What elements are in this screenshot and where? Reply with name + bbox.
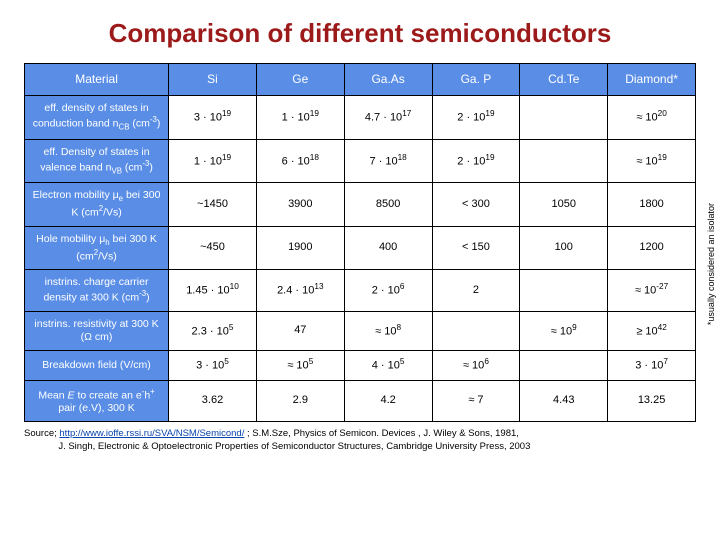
table-cell: 4 · 105	[344, 351, 432, 380]
table-cell: 3.62	[169, 380, 257, 422]
table-cell: 400	[344, 226, 432, 270]
table-cell: ≈ 105	[256, 351, 344, 380]
table-cell: 8500	[344, 183, 432, 227]
table-cell: 1.45 · 1010	[169, 270, 257, 312]
table-cell: ≥ 1042	[608, 312, 696, 351]
col-header-material: Material	[25, 64, 169, 96]
table-cell: ~1450	[169, 183, 257, 227]
row-header: eff. Density of states in valence band n…	[25, 139, 169, 183]
col-header: Diamond*	[608, 64, 696, 96]
table-cell: ≈ 109	[520, 312, 608, 351]
source-prefix: Source;	[24, 428, 59, 439]
table-cell: 2.3 · 105	[169, 312, 257, 351]
table-cell: 47	[256, 312, 344, 351]
row-header: Electron mobility μe bei 300 K (cm2/Vs)	[25, 183, 169, 227]
table-cell: 100	[520, 226, 608, 270]
row-header: instrins. resistivity at 300 K (Ω cm)	[25, 312, 169, 351]
col-header: Cd.Te	[520, 64, 608, 96]
table-cell: 2 · 1019	[432, 96, 520, 140]
table-cell: ≈ 1020	[608, 96, 696, 140]
table-cell: 1050	[520, 183, 608, 227]
col-header: Ga. P	[432, 64, 520, 96]
slide: Comparison of different semiconductors M…	[0, 0, 720, 540]
table-cell: 13.25	[608, 380, 696, 422]
table-cell: 1 · 1019	[256, 96, 344, 140]
semiconductor-table: MaterialSiGeGa.AsGa. PCd.TeDiamond* eff.…	[24, 63, 696, 422]
table-cell: 4.2	[344, 380, 432, 422]
table-cell: ≈ 10-27	[608, 270, 696, 312]
table-row: Mean E to create an e-h+ pair (e.V), 300…	[25, 380, 696, 422]
table-cell	[520, 270, 608, 312]
table-body: eff. density of states in conduction ban…	[25, 96, 696, 422]
source-text-2: J. Singh, Electronic & Optoelectronic Pr…	[58, 441, 530, 452]
table-cell: 2.9	[256, 380, 344, 422]
page-title: Comparison of different semiconductors	[24, 18, 696, 49]
table-cell: 3 · 105	[169, 351, 257, 380]
source-link[interactable]: http://www.ioffe.rssi.ru/SVA/NSM/Semicon…	[59, 428, 244, 439]
table-cell	[520, 351, 608, 380]
table-header: MaterialSiGeGa.AsGa. PCd.TeDiamond*	[25, 64, 696, 96]
table-cell: 3 · 1019	[169, 96, 257, 140]
footnote-sidenote: *usually considered an isolator	[706, 203, 716, 325]
table-row: instrins. charge carrier density at 300 …	[25, 270, 696, 312]
table-row: eff. Density of states in valence band n…	[25, 139, 696, 183]
table-cell: 2 · 106	[344, 270, 432, 312]
row-header: Hole mobility μh bei 300 K (cm2/Vs)	[25, 226, 169, 270]
table-cell: 3900	[256, 183, 344, 227]
table-cell: 4.43	[520, 380, 608, 422]
table-cell: ≈ 7	[432, 380, 520, 422]
table-cell: 1800	[608, 183, 696, 227]
table-cell	[432, 312, 520, 351]
table-row: Electron mobility μe bei 300 K (cm2/Vs)~…	[25, 183, 696, 227]
table-cell: < 150	[432, 226, 520, 270]
table-cell: ~450	[169, 226, 257, 270]
table-cell: 1 · 1019	[169, 139, 257, 183]
table-cell: 1900	[256, 226, 344, 270]
row-header: Mean E to create an e-h+ pair (e.V), 300…	[25, 380, 169, 422]
table-cell: 3 · 107	[608, 351, 696, 380]
source-text-1: ; S.M.Sze, Physics of Semicon. Devices ,…	[244, 428, 519, 439]
table-cell: < 300	[432, 183, 520, 227]
table-wrap: MaterialSiGeGa.AsGa. PCd.TeDiamond* eff.…	[24, 63, 696, 422]
table-row: eff. density of states in conduction ban…	[25, 96, 696, 140]
table-row: Hole mobility μh bei 300 K (cm2/Vs)~4501…	[25, 226, 696, 270]
table-cell: 4.7 · 1017	[344, 96, 432, 140]
table-cell: 2	[432, 270, 520, 312]
table-row: Breakdown field (V/cm)3 · 105≈ 1054 · 10…	[25, 351, 696, 380]
table-cell: 6 · 1018	[256, 139, 344, 183]
table-cell	[520, 139, 608, 183]
table-row: instrins. resistivity at 300 K (Ω cm)2.3…	[25, 312, 696, 351]
col-header: Ge	[256, 64, 344, 96]
table-cell: ≈ 108	[344, 312, 432, 351]
table-cell	[520, 96, 608, 140]
table-cell: 1200	[608, 226, 696, 270]
table-cell: 2 · 1019	[432, 139, 520, 183]
table-cell: ≈ 1019	[608, 139, 696, 183]
table-cell: 2.4 · 1013	[256, 270, 344, 312]
row-header: instrins. charge carrier density at 300 …	[25, 270, 169, 312]
row-header: Breakdown field (V/cm)	[25, 351, 169, 380]
col-header: Si	[169, 64, 257, 96]
table-cell: 7 · 1018	[344, 139, 432, 183]
col-header: Ga.As	[344, 64, 432, 96]
table-cell: ≈ 106	[432, 351, 520, 380]
row-header: eff. density of states in conduction ban…	[25, 96, 169, 140]
source-line: Source; http://www.ioffe.rssi.ru/SVA/NSM…	[24, 428, 696, 454]
